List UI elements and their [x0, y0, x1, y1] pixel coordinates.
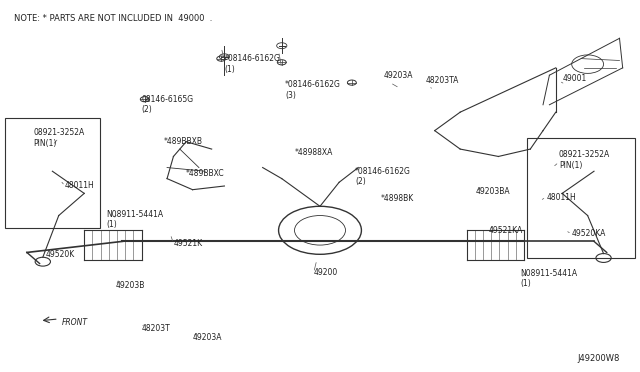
Text: 08921-3252A
PIN(1): 08921-3252A PIN(1): [559, 150, 610, 170]
Text: *489BBXC: *489BBXC: [186, 169, 225, 177]
Text: 48011H: 48011H: [65, 182, 95, 190]
Text: *08146-6162G
(1): *08146-6162G (1): [225, 54, 280, 74]
Text: 48203TA: 48203TA: [425, 76, 458, 85]
Text: NOTE: * PARTS ARE NOT INCLUDED IN  49000  .: NOTE: * PARTS ARE NOT INCLUDED IN 49000 …: [14, 14, 212, 23]
Text: 49200: 49200: [314, 268, 338, 277]
Text: 49203A: 49203A: [384, 71, 413, 80]
Text: 49521K: 49521K: [173, 239, 203, 248]
Text: 49001: 49001: [562, 74, 586, 83]
Text: 49521KA: 49521KA: [489, 226, 523, 235]
Text: 08921-3252A
PIN(1): 08921-3252A PIN(1): [33, 128, 84, 148]
Text: 49520KA: 49520KA: [572, 230, 606, 238]
Text: *08146-6162G
(2): *08146-6162G (2): [355, 167, 411, 186]
Text: 08146-6165G
(2): 08146-6165G (2): [141, 95, 194, 115]
Text: 49203A: 49203A: [193, 333, 222, 342]
Text: 48203T: 48203T: [141, 324, 170, 333]
Text: J49200W8: J49200W8: [577, 354, 620, 363]
Text: *4898BK: *4898BK: [381, 195, 414, 203]
Text: 49203BA: 49203BA: [476, 187, 511, 196]
Text: FRONT: FRONT: [62, 318, 88, 327]
Text: *48988XA: *48988XA: [294, 148, 333, 157]
Text: 48011H: 48011H: [546, 193, 576, 202]
Text: *08146-6162G
(3): *08146-6162G (3): [285, 80, 341, 100]
Text: 49203B: 49203B: [116, 281, 145, 290]
Text: 49520K: 49520K: [46, 250, 76, 259]
Text: *489BBXB: *489BBXB: [164, 137, 203, 146]
Text: N08911-5441A
(1): N08911-5441A (1): [106, 209, 164, 229]
Text: N08911-5441A
(1): N08911-5441A (1): [521, 269, 578, 288]
